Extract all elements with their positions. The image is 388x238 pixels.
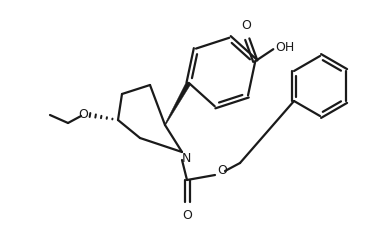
Text: O: O (241, 19, 251, 32)
Text: OH: OH (275, 41, 295, 54)
Text: O: O (182, 209, 192, 222)
Text: N: N (181, 152, 191, 164)
Polygon shape (165, 82, 191, 125)
Text: O: O (217, 164, 227, 178)
Text: O: O (78, 108, 88, 120)
